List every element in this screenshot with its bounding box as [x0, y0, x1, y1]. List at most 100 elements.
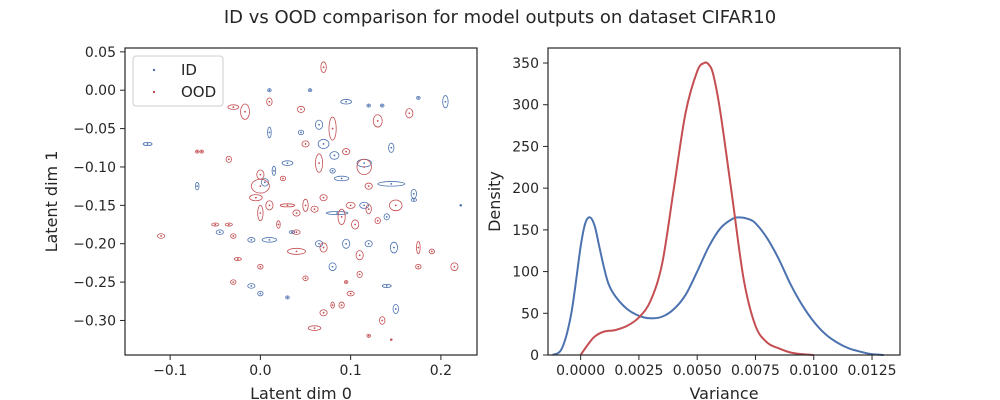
- data-point: [322, 196, 325, 199]
- data-point: [304, 277, 307, 280]
- density-line-id: [552, 216, 884, 356]
- data-point: [218, 231, 221, 234]
- y-tick-label: 200: [512, 181, 539, 197]
- uncertainty-ellipse: [383, 213, 390, 221]
- data-point: [250, 238, 253, 241]
- uncertainty-ellipse: [366, 103, 371, 108]
- data-point: [232, 235, 235, 237]
- data-point: [268, 89, 271, 92]
- data-point: [200, 150, 203, 153]
- legend: ID OOD: [132, 55, 224, 107]
- data-point: [227, 158, 230, 161]
- data-point: [349, 292, 352, 295]
- y-tick-label: −0.05: [73, 122, 116, 138]
- uncertainty-ellipse: [296, 105, 306, 113]
- uncertainty-ellipse: [247, 283, 256, 289]
- uncertainty-ellipse: [364, 182, 373, 190]
- uncertainty-ellipse: [247, 237, 256, 243]
- data-point: [295, 231, 298, 234]
- density-line-ood: [579, 61, 814, 356]
- uncertainty-ellipse: [346, 290, 355, 297]
- uncertainty-ellipse: [302, 275, 309, 281]
- uncertainty-ellipse: [329, 151, 340, 160]
- x-tick-label: 0.0000: [556, 363, 605, 379]
- data-point: [318, 123, 320, 126]
- data-point: [340, 215, 343, 218]
- uncertainty-ellipse: [428, 248, 435, 255]
- data-point: [291, 231, 293, 234]
- uncertainty-ellipse: [250, 178, 270, 194]
- data-point: [277, 223, 280, 226]
- uncertainty-ellipse: [266, 97, 273, 106]
- data-point: [331, 265, 334, 268]
- legend-label-id: ID: [181, 61, 197, 79]
- legend-marker-ood: [152, 90, 156, 94]
- data-point: [196, 150, 199, 153]
- data-point: [300, 131, 302, 134]
- data-point: [453, 265, 456, 268]
- data-point: [385, 215, 388, 218]
- uncertainty-ellipse: [356, 270, 363, 278]
- x-tick-label: 0.0: [249, 363, 271, 379]
- uncertainty-ellipse: [366, 333, 371, 338]
- uncertainty-ellipse: [364, 240, 373, 248]
- x-tick-label: 0.0100: [789, 363, 838, 379]
- uncertainty-ellipse: [315, 240, 324, 248]
- data-point: [390, 146, 393, 149]
- data-point: [394, 204, 397, 207]
- uncertainty-ellipse: [307, 88, 313, 93]
- data-point: [354, 223, 357, 226]
- uncertainty-ellipse: [157, 233, 166, 239]
- y-tick-label: 150: [512, 223, 539, 239]
- uncertainty-ellipse: [261, 237, 278, 243]
- uncertainty-ellipse: [292, 209, 301, 217]
- data-point: [331, 169, 334, 172]
- x-tick-label: 0.0025: [614, 363, 663, 379]
- uncertainty-ellipse: [329, 168, 336, 174]
- data-point: [295, 250, 298, 253]
- uncertainty-ellipse: [194, 181, 200, 191]
- x-tick-label: 0.1: [340, 363, 362, 379]
- x-tick-label: −0.1: [153, 363, 187, 379]
- x-axis-label: Variance: [689, 384, 758, 400]
- y-tick-label: 0.05: [85, 45, 116, 61]
- uncertainty-ellipse: [380, 103, 385, 108]
- uncertainty-ellipse: [230, 279, 237, 285]
- y-tick-label: 100: [512, 265, 539, 281]
- uncertainty-ellipse: [215, 229, 224, 235]
- uncertainty-ellipse: [279, 175, 287, 182]
- data-point: [259, 265, 262, 268]
- uncertainty-ellipse: [240, 103, 250, 120]
- y-tick-label: 50: [521, 306, 539, 322]
- data-point: [259, 173, 262, 176]
- uncertainty-ellipse: [330, 301, 335, 309]
- data-point: [385, 285, 388, 287]
- data-point: [367, 208, 370, 211]
- uncertainty-ellipse: [301, 140, 310, 148]
- data-point: [160, 235, 163, 237]
- data-point: [408, 112, 411, 115]
- data-point: [286, 162, 289, 165]
- uncertainty-ellipse: [337, 208, 346, 225]
- uncertainty-ellipse: [450, 262, 459, 271]
- data-point: [376, 120, 379, 122]
- uncertainty-ellipse: [302, 198, 309, 212]
- uncertainty-ellipse: [297, 129, 305, 136]
- y-tick-label: 300: [512, 98, 539, 114]
- data-point: [313, 327, 316, 330]
- data-point: [250, 285, 253, 287]
- uncertainty-ellipse: [410, 198, 417, 202]
- uncertainty-ellipse: [415, 264, 422, 270]
- data-point: [444, 100, 447, 103]
- uncertainty-ellipse: [319, 194, 328, 202]
- uncertainty-ellipse: [225, 155, 232, 163]
- data-point: [381, 319, 384, 322]
- uncertainty-ellipse: [287, 247, 306, 255]
- data-point: [322, 143, 325, 145]
- uncertainty-ellipse: [333, 175, 350, 182]
- axes-frame: [547, 47, 901, 356]
- data-point: [254, 196, 257, 199]
- data-point: [417, 96, 420, 99]
- uncertainty-ellipse: [265, 200, 274, 211]
- uncertainty-ellipse: [416, 95, 421, 100]
